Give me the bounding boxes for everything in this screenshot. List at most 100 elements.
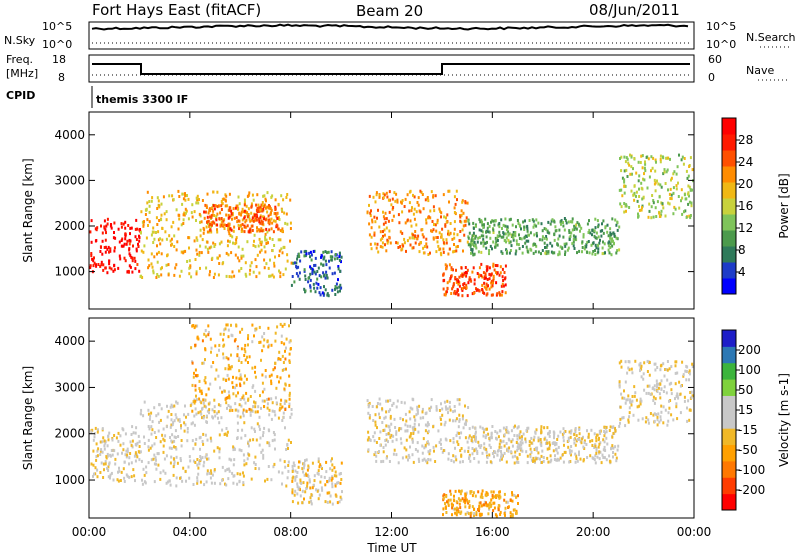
heatmap-cell: [372, 435, 375, 439]
heatmap-cell: [205, 206, 208, 209]
heatmap-cell: [518, 443, 521, 447]
heatmap-cell: [504, 283, 507, 287]
heatmap-cell: [555, 458, 558, 462]
heatmap-cell: [372, 195, 375, 199]
heatmap-cell: [612, 446, 615, 450]
heatmap-cell: [582, 459, 585, 463]
heatmap-cell: [381, 236, 384, 240]
heatmap-cell: [625, 209, 627, 213]
heatmap-cell: [259, 215, 262, 219]
heatmap-cell: [191, 383, 194, 387]
heatmap-cell: [606, 442, 609, 446]
heatmap-cell: [392, 401, 395, 405]
heatmap-cell: [415, 223, 418, 227]
heatmap-cell: [436, 221, 439, 225]
heatmap-cell: [382, 450, 385, 454]
heatmap-cell: [129, 440, 132, 444]
heatmap-cell: [476, 272, 479, 275]
heatmap-cell: [689, 188, 692, 192]
heatmap-cell: [629, 172, 632, 176]
heatmap-cell: [366, 399, 369, 403]
heatmap-cell: [314, 263, 317, 267]
heatmap-cell: [509, 511, 512, 515]
heatmap-cell: [545, 245, 548, 249]
heatmap-cell: [596, 243, 599, 247]
heatmap-cell: [614, 445, 617, 449]
heatmap-cell: [624, 401, 627, 405]
heatmap-cell: [461, 273, 464, 277]
heatmap-cell: [647, 391, 650, 395]
heatmap-cell: [325, 470, 328, 474]
heatmap-cell: [143, 442, 146, 445]
heatmap-cell: [218, 447, 221, 451]
heatmap-cells: [89, 153, 694, 298]
heatmap-cell: [205, 480, 208, 484]
heatmap-cell: [173, 435, 176, 439]
colorbar-segment: [722, 428, 736, 446]
heatmap-cell: [464, 501, 467, 505]
heatmap-cell: [586, 456, 589, 459]
heatmap-cell: [160, 202, 163, 206]
heatmap-cell: [137, 434, 140, 438]
heatmap-cell: [382, 222, 385, 226]
heatmap-cell: [412, 193, 414, 197]
colorbar-tick-label: -15: [738, 423, 758, 437]
heatmap-cell: [126, 447, 129, 451]
heatmap-cell: [488, 266, 491, 270]
heatmap-cell: [368, 203, 370, 207]
heatmap-cell: [100, 260, 103, 264]
heatmap-cell: [589, 231, 592, 235]
heatmap-cell: [675, 187, 678, 191]
heatmap-cell: [227, 363, 230, 367]
heatmap-cell: [251, 229, 254, 232]
heatmap-cell: [537, 439, 540, 443]
heatmap-cell: [518, 237, 521, 240]
heatmap-cell: [662, 172, 665, 176]
heatmap-cell: [297, 501, 300, 505]
heatmap-cell: [130, 226, 133, 230]
heatmap-cell: [294, 469, 297, 473]
heatmap-cell: [444, 420, 447, 424]
heatmap-cell: [448, 189, 451, 193]
heatmap-cell: [329, 494, 332, 498]
heatmap-cell: [285, 337, 288, 341]
heatmap-cell: [275, 225, 278, 229]
heatmap-cell: [478, 217, 481, 221]
heatmap-cell: [466, 511, 469, 514]
heatmap-cell: [171, 433, 174, 437]
heatmap-cell: [317, 460, 320, 464]
heatmap-cell: [371, 218, 374, 222]
heatmap-cell: [395, 192, 398, 196]
heatmap-cell: [152, 269, 155, 273]
heatmap-cell: [104, 250, 107, 254]
heatmap-cell: [535, 448, 538, 452]
heatmap-cell: [430, 190, 433, 194]
heatmap-cell: [546, 447, 549, 451]
heatmap-cell: [689, 156, 692, 160]
heatmap-cell: [156, 273, 159, 276]
heatmap-cell: [322, 293, 325, 297]
heatmap-cell: [623, 210, 626, 214]
heatmap-cell: [555, 448, 557, 452]
heatmap-cell: [454, 446, 456, 450]
heatmap-cell: [212, 241, 215, 245]
heatmap-cell: [280, 334, 283, 338]
heatmap-cell: [231, 270, 234, 274]
heatmap-cell: [297, 465, 300, 469]
heatmap-cell: [315, 488, 318, 492]
heatmap-cell: [175, 208, 178, 212]
heatmap-cell: [107, 438, 110, 442]
heatmap-cell: [212, 204, 215, 208]
heatmap-cell: [463, 273, 466, 277]
heatmap-cell: [321, 291, 324, 295]
heatmap-cell: [184, 207, 187, 211]
heatmap-cell: [443, 400, 446, 404]
heatmap-cell: [99, 245, 102, 249]
heatmap-cell: [466, 440, 469, 444]
heatmap-cell: [156, 196, 159, 200]
heatmap-cell: [426, 461, 429, 465]
heatmap-cell: [515, 495, 518, 499]
heatmap-cell: [541, 229, 544, 233]
heatmap-cell: [331, 468, 334, 472]
heatmap-cell: [413, 415, 416, 419]
